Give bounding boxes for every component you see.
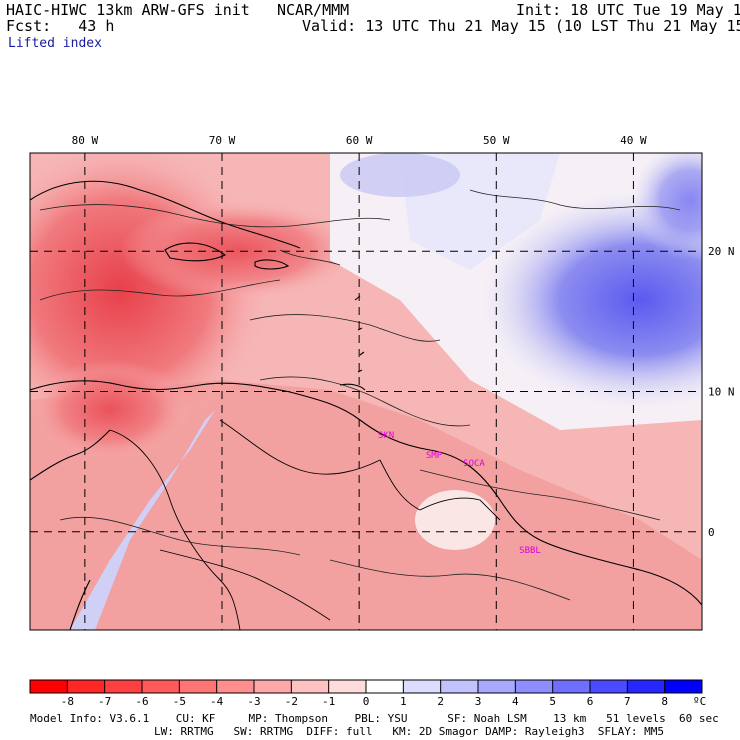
lesser-antilles-coast xyxy=(354,295,365,373)
colorbar-swatch xyxy=(478,680,516,693)
colorbar-swatch xyxy=(590,680,628,693)
org-label: NCAR/MMM xyxy=(276,1,350,19)
lat-label: 20 N xyxy=(708,245,735,258)
li-contours xyxy=(39,189,681,601)
colorbar-swatch xyxy=(142,680,180,693)
north-stable-streak xyxy=(340,153,460,197)
colombia-unstable-region xyxy=(30,360,190,460)
latitude-labels: 20 N 10 N 0 xyxy=(708,245,735,539)
station-label: SOCA xyxy=(463,459,485,469)
model-info-line2: LW: RRTMG SW: RRTMG DIFF: full KM: 2D Sm… xyxy=(154,725,664,738)
contour-line xyxy=(259,376,471,427)
contour-line xyxy=(329,559,571,601)
brazil-border xyxy=(159,549,331,621)
gridlines xyxy=(30,153,702,630)
colorbar-tick-label: 6 xyxy=(587,695,594,708)
lat-label: 10 N xyxy=(708,386,735,399)
colorbar-swatch xyxy=(627,680,666,693)
model-title: HAIC-HIWC 13km ARW-GFS init NCAR/MMM xyxy=(6,1,350,19)
valid-time: Valid: 13 UTC Thu 21 May 15 (10 LST Thu … xyxy=(302,17,740,35)
colombia-border xyxy=(109,429,241,630)
contour-line xyxy=(59,516,301,556)
ne-stable-region xyxy=(630,153,702,260)
coastlines xyxy=(30,180,702,630)
contour-line xyxy=(249,314,441,342)
colorbar-tick-label: -6 xyxy=(135,695,148,708)
colorbar-tick-label: -4 xyxy=(210,695,224,708)
colorbar-tick-label: 2 xyxy=(437,695,444,708)
suriname-border xyxy=(419,497,501,521)
station-label: SBBL xyxy=(519,546,541,556)
atlantic-stable-region xyxy=(480,190,702,410)
lon-label: 60 W xyxy=(346,134,373,147)
longitude-labels: 80 W 70 W 60 W 50 W 40 W xyxy=(72,134,647,147)
contour-line xyxy=(469,189,681,211)
init-time: Init: 18 UTC Tue 19 May 15 xyxy=(516,1,740,19)
colorbar-unit: ºC xyxy=(693,695,706,708)
contour-line xyxy=(279,249,341,266)
map-panel xyxy=(30,153,702,630)
colorbar-swatch xyxy=(67,680,106,693)
colorbar-swatch xyxy=(440,680,479,693)
colorbar-tick-label: 5 xyxy=(549,695,556,708)
station-markers: SKN SMP SOCA SBBL xyxy=(378,431,541,556)
colorbar-tick-label: 8 xyxy=(661,695,668,708)
hispaniola-coast xyxy=(164,242,227,262)
antilles-unstable-region xyxy=(120,200,360,300)
colorbar-tick-label: 0 xyxy=(363,695,370,708)
pacific-coast xyxy=(69,579,91,630)
guyana-border xyxy=(379,459,421,511)
lon-label: 40 W xyxy=(620,134,647,147)
andes-stable-streak xyxy=(70,410,215,630)
colorbar-swatch xyxy=(515,680,554,693)
colorbar-tick-label: -5 xyxy=(173,695,186,708)
station-label: SKN xyxy=(378,431,394,441)
field-name: Lifted index xyxy=(8,36,102,51)
colorbar-tick-label: 3 xyxy=(475,695,482,708)
colorbar-swatch xyxy=(552,680,591,693)
greater-antilles-coast xyxy=(30,180,301,249)
colorbar-tick-label: 1 xyxy=(400,695,407,708)
model-info-line1: Model Info: V3.6.1 CU: KF MP: Thompson P… xyxy=(30,712,719,725)
colorbar-swatch xyxy=(403,680,442,693)
colorbar-tick-label: 7 xyxy=(624,695,631,708)
colorbar-swatch xyxy=(366,680,404,693)
colorbar-swatch xyxy=(328,680,367,693)
lon-label: 80 W xyxy=(72,134,99,147)
colorbar-swatch xyxy=(254,680,292,693)
panama-coast xyxy=(30,429,111,481)
colorbar-tick-label: -1 xyxy=(322,695,335,708)
colorbar-swatch xyxy=(664,680,703,693)
colorbar-tick-label: -3 xyxy=(247,695,260,708)
colorbar-swatch xyxy=(104,680,143,693)
colorbar-tick-label: -2 xyxy=(285,695,298,708)
lat-label: 0 xyxy=(708,526,715,539)
colorbar-tick-label: -7 xyxy=(98,695,111,708)
amazon-mouth-weak-area xyxy=(415,490,495,550)
contour-line xyxy=(39,204,391,228)
lon-label: 70 W xyxy=(209,134,236,147)
puerto-rico-coast xyxy=(254,259,290,270)
contour-line xyxy=(39,279,281,301)
colorbar-tick-label: -8 xyxy=(61,695,74,708)
lon-label: 50 W xyxy=(483,134,510,147)
colorbar: -8 -7 -6 -5 -4 -3 -2 -1 0 1 2 3 4 5 6 7 8 xyxy=(29,679,703,708)
colorbar-swatch xyxy=(30,680,68,693)
colorbar-swatch xyxy=(216,680,255,693)
country-borders xyxy=(109,419,501,630)
contour-line xyxy=(419,469,661,521)
station-label: SMP xyxy=(426,451,443,461)
south-america-field xyxy=(30,380,702,630)
colorbar-swatch xyxy=(179,680,218,693)
colorbar-tick-label: 4 xyxy=(512,695,519,708)
forecast-hour: Fcst: 43 h xyxy=(6,17,115,35)
colorbar-swatch xyxy=(291,680,330,693)
south-america-north-coast xyxy=(30,380,702,606)
